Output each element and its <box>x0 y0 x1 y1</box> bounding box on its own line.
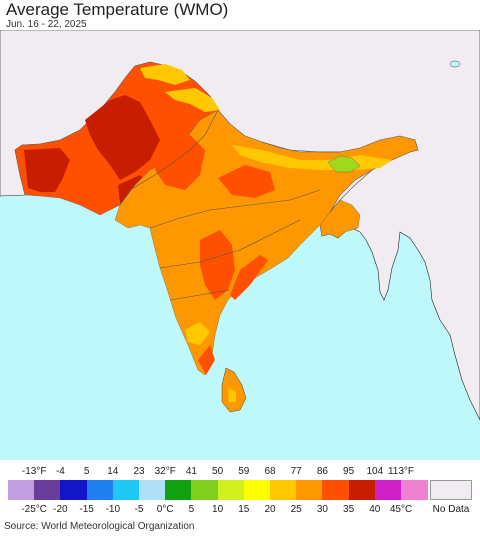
source-credit: Source: World Meteorological Organizatio… <box>4 521 195 532</box>
legend-fahrenheit-label: 5 <box>83 466 90 477</box>
legend-swatch <box>34 480 61 500</box>
map-canvas <box>0 30 480 460</box>
legend-swatch <box>374 480 402 500</box>
legend-no-data-label: No Data <box>432 504 470 515</box>
legend-celsius-label: -10 <box>105 504 121 515</box>
legend-swatch <box>165 480 192 500</box>
legend-celsius-label: -5 <box>134 504 144 515</box>
region-sri-lanka-cool <box>228 388 236 402</box>
legend-celsius-label: 40 <box>369 504 381 515</box>
legend-fahrenheit-label: 95 <box>343 466 355 477</box>
legend-celsius-label: 30 <box>316 504 328 515</box>
lake <box>449 60 461 68</box>
legend-fahrenheit-label: 113°F <box>387 466 415 477</box>
legend-fahrenheit-label: 59 <box>238 466 250 477</box>
region-india-hot <box>155 135 275 375</box>
legend-swatch <box>401 480 428 500</box>
legend-celsius-label: 15 <box>238 504 250 515</box>
borders <box>119 109 373 301</box>
legend-fahrenheit-label: 41 <box>185 466 197 477</box>
legend-celsius-label: 25 <box>290 504 302 515</box>
legend-celsius-label: 20 <box>264 504 276 515</box>
legend-swatch <box>217 480 245 500</box>
legend-celsius-label: 10 <box>212 504 224 515</box>
legend-celsius-label: 0°C <box>156 504 174 515</box>
legend-swatch <box>322 480 350 500</box>
legend-swatch <box>8 480 35 500</box>
legend-fahrenheit-label: 23 <box>133 466 145 477</box>
legend-swatch <box>86 480 114 500</box>
legend-fahrenheit-label: 32°F <box>154 466 176 477</box>
legend-no-data-swatch <box>430 480 472 500</box>
legend-fahrenheit-label: 77 <box>290 466 302 477</box>
legend-celsius-label: 35 <box>343 504 355 515</box>
legend-swatch <box>348 480 376 500</box>
temperature-map <box>0 30 480 460</box>
legend-celsius-label: 5 <box>188 504 195 515</box>
legend-fahrenheit-label: 68 <box>264 466 276 477</box>
region-south-cool <box>185 322 210 345</box>
region-bhutan <box>327 155 361 173</box>
legend-celsius-label: -20 <box>53 504 68 515</box>
legend-fahrenheit-label: -13°F <box>21 466 47 477</box>
legend-swatch <box>243 480 271 500</box>
legend-fahrenheit-label: 14 <box>107 466 119 477</box>
legend-swatch <box>60 480 88 500</box>
legend-fahrenheit-label: 86 <box>316 466 328 477</box>
legend-fahrenheit-label: 50 <box>212 466 224 477</box>
legend-celsius-label: -25°C <box>21 504 48 515</box>
legend-fahrenheit-label: 104 <box>366 466 384 477</box>
legend-swatch <box>139 480 166 500</box>
legend-fahrenheit-label: -4 <box>55 466 65 477</box>
color-legend: -13°F -4 5 14 23 32°F 41 50 59 68 77 86 95 104 113°F -2… <box>0 462 480 522</box>
legend-swatch <box>191 480 219 500</box>
legend-swatch <box>112 480 140 500</box>
region-himalaya <box>140 64 392 170</box>
legend-swatch <box>270 480 297 500</box>
map-title: Average Temperature (WMO) <box>6 0 229 19</box>
legend-swatch <box>296 480 323 500</box>
map-date-range: Jun. 16 - 22, 2025 <box>6 19 87 30</box>
legend-celsius-label: 45°C <box>389 504 413 515</box>
region-west-hot <box>24 95 160 203</box>
region-sri-lanka <box>221 367 247 413</box>
legend-celsius-label: -15 <box>79 504 94 515</box>
